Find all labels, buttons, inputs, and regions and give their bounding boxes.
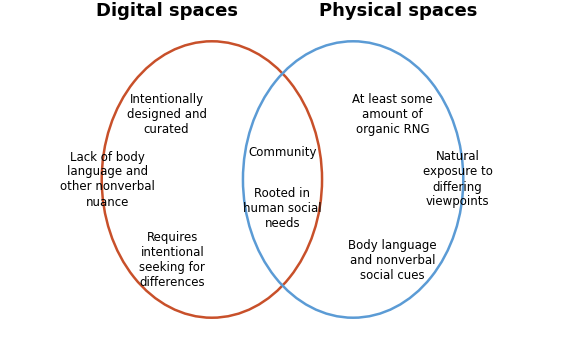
Text: Lack of body
language and
other nonverbal
nuance: Lack of body language and other nonverba… (60, 150, 155, 209)
Text: Body language
and nonverbal
social cues: Body language and nonverbal social cues (349, 239, 437, 282)
Text: Requires
intentional
seeking for
differences: Requires intentional seeking for differe… (140, 231, 205, 289)
Text: Physical spaces: Physical spaces (319, 2, 477, 20)
Text: Natural
exposure to
differing
viewpoints: Natural exposure to differing viewpoints (423, 150, 493, 209)
Text: Digital spaces: Digital spaces (95, 2, 238, 20)
Text: Community: Community (248, 146, 317, 159)
Text: Intentionally
designed and
curated: Intentionally designed and curated (127, 93, 207, 136)
Text: Rooted in
human social
needs: Rooted in human social needs (243, 187, 322, 230)
Text: At least some
amount of
organic RNG: At least some amount of organic RNG (353, 93, 433, 136)
